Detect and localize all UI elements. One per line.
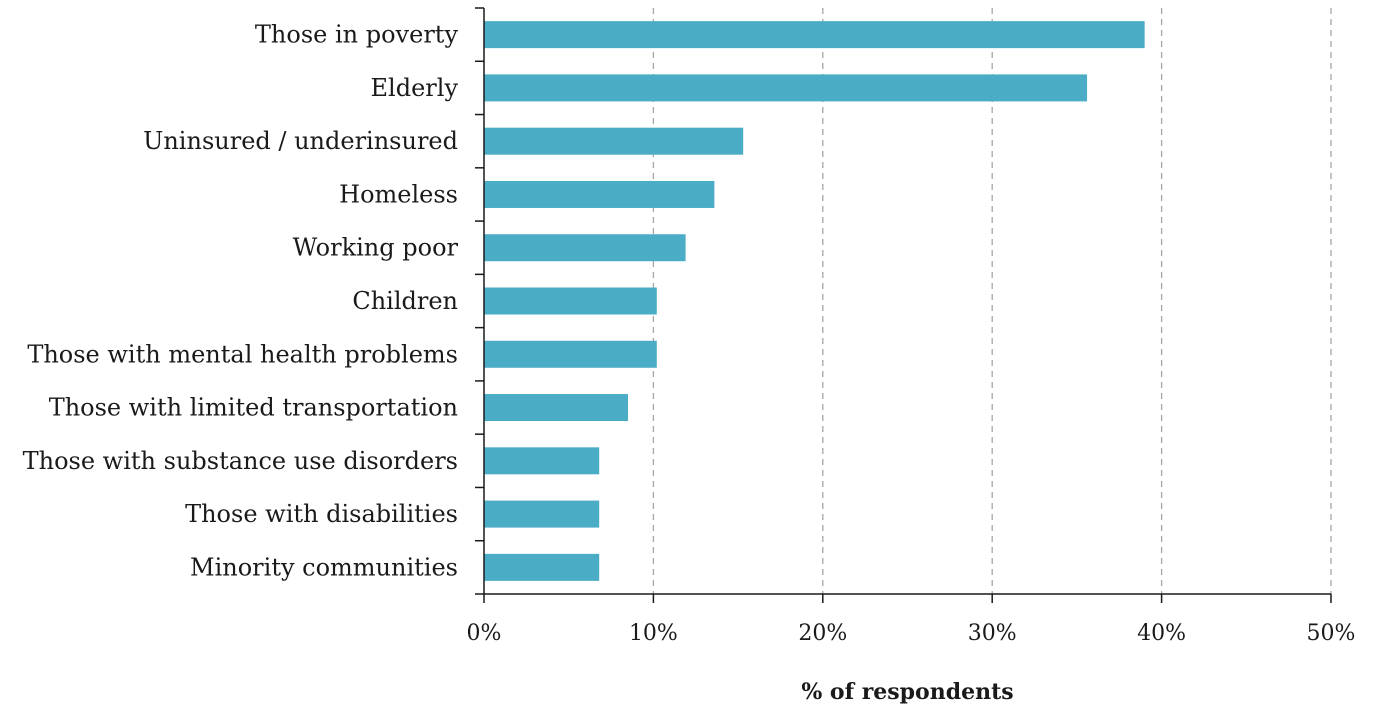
category-labels: Those in poverty Elderly Uninsured / under… bbox=[23, 21, 459, 582]
axes bbox=[475, 7, 1332, 603]
x-tick-label: 30% bbox=[968, 621, 1017, 646]
category-label: Those with disabilities bbox=[185, 500, 458, 528]
bar-6 bbox=[484, 287, 657, 315]
bar-9 bbox=[484, 447, 600, 475]
category-label: Homeless bbox=[339, 180, 458, 208]
x-tick-label: 0% bbox=[467, 621, 502, 646]
x-axis-title: % of respondents bbox=[801, 679, 1013, 705]
bar-4 bbox=[484, 180, 715, 208]
bars bbox=[484, 21, 1145, 581]
bar-1 bbox=[484, 21, 1145, 49]
category-label: Uninsured / underinsured bbox=[143, 127, 458, 155]
category-label: Working poor bbox=[293, 234, 459, 262]
category-label: Children bbox=[352, 287, 458, 315]
x-tick-label: 10% bbox=[629, 621, 678, 646]
bar-2 bbox=[484, 74, 1088, 102]
category-label: Those with limited transportation bbox=[49, 394, 458, 422]
bar-8 bbox=[484, 394, 628, 422]
bar-7 bbox=[484, 340, 657, 368]
category-label: Elderly bbox=[371, 74, 459, 102]
category-label: Those with mental health problems bbox=[27, 340, 458, 368]
gridlines bbox=[652, 8, 1332, 594]
x-tick-label: 40% bbox=[1137, 621, 1186, 646]
x-tick-label: 20% bbox=[798, 621, 847, 646]
category-label: Those with substance use disorders bbox=[23, 447, 458, 475]
bar-5 bbox=[484, 234, 686, 262]
x-tick-labels: 0% 10% 20% 30% 40% 50% bbox=[467, 621, 1356, 646]
category-label: Minority communities bbox=[190, 553, 458, 581]
category-label: Those in poverty bbox=[255, 21, 459, 49]
bar-10 bbox=[484, 500, 600, 528]
x-tick-label: 50% bbox=[1307, 621, 1356, 646]
bar-11 bbox=[484, 553, 600, 581]
bar-3 bbox=[484, 127, 744, 155]
